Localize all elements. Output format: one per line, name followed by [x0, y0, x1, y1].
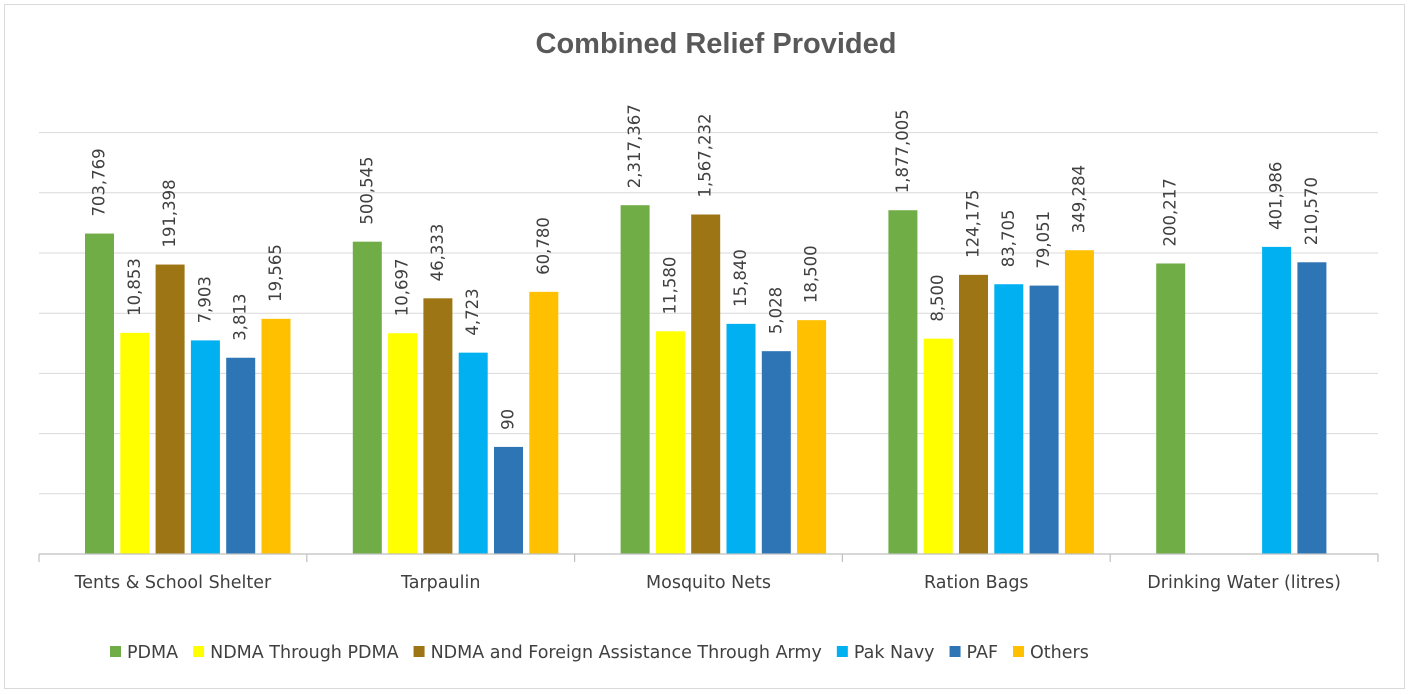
data-label: 90 [499, 409, 518, 430]
data-label: 4,723 [463, 288, 482, 335]
data-label: 1,877,005 [893, 109, 912, 193]
data-label: 11,580 [660, 257, 679, 315]
bar [458, 352, 488, 554]
bar [423, 298, 453, 554]
data-label: 15,840 [731, 249, 750, 307]
bar [190, 340, 220, 554]
data-label: 46,333 [428, 224, 447, 282]
legend-swatch [836, 646, 848, 657]
data-label: 10,697 [393, 258, 412, 316]
data-label: 2,317,367 [625, 104, 644, 188]
data-label: 200,217 [1161, 178, 1180, 246]
chart-frame: 703,769 10,853 191,398 7,903 3,813 19,565 500,… [4, 4, 1405, 689]
chart-svg: 703,769 10,853 191,398 7,903 3,813 19,565 500,… [38, 28, 1379, 663]
bar [388, 333, 418, 554]
bar [726, 323, 756, 554]
bar [959, 274, 988, 554]
bar [529, 291, 559, 554]
data-label: 3,813 [231, 293, 250, 340]
data-label: 8,500 [928, 274, 947, 321]
data-label: 83,705 [999, 209, 1018, 267]
legend-swatch [110, 646, 121, 657]
data-label: 19,565 [266, 244, 285, 302]
category-label: Drinking Water (litres) [1147, 573, 1341, 593]
data-label: 79,051 [1034, 211, 1053, 269]
legend-swatch [949, 646, 961, 657]
legend-swatch [413, 646, 425, 657]
data-label: 60,780 [534, 217, 553, 275]
bar [691, 214, 721, 554]
bar [797, 320, 827, 554]
category-label: Tents & School Shelter [74, 573, 272, 593]
legend-label: Others [1030, 643, 1089, 663]
legend-label: PDMA [127, 643, 178, 663]
bars [85, 205, 1327, 555]
bar [261, 318, 291, 554]
category-label: Mosquito Nets [646, 573, 771, 593]
bar [1262, 246, 1292, 555]
bar [494, 446, 523, 554]
bar [923, 338, 953, 554]
data-label: 10,853 [125, 258, 144, 316]
data-label: 1,567,232 [696, 114, 715, 198]
bar [155, 264, 185, 554]
x-axis: Tents & School Shelter Tarpaulin Mosquito … [38, 553, 1379, 593]
bar [120, 332, 150, 554]
chart-title: Combined Relief Provided [536, 28, 897, 60]
bar [888, 210, 918, 554]
data-label: 349,284 [1069, 165, 1088, 233]
bar [352, 241, 382, 554]
legend-label: PAF [967, 643, 998, 663]
bar [655, 331, 685, 554]
data-label: 210,570 [1302, 177, 1321, 245]
bar [1297, 262, 1327, 554]
bar [1029, 285, 1059, 554]
bar [620, 205, 650, 554]
bar [85, 233, 114, 554]
legend-label: NDMA and Foreign Assistance Through Army [431, 643, 822, 663]
legend: PDMA NDMA Through PDMA NDMA and Foreign As… [110, 643, 1089, 663]
data-labels: 703,769 10,853 191,398 7,903 3,813 19,565 500,… [90, 104, 1321, 430]
data-label: 124,175 [964, 190, 983, 258]
legend-swatch [193, 646, 205, 657]
bar [226, 357, 256, 554]
legend-label: Pak Navy [854, 643, 935, 663]
data-label: 401,986 [1267, 162, 1286, 230]
data-label: 5,028 [766, 287, 785, 334]
category-label: Tarpaulin [400, 573, 480, 593]
legend-swatch [1013, 646, 1025, 657]
bar [1156, 263, 1186, 554]
data-label: 191,398 [160, 179, 179, 247]
data-label: 500,545 [357, 156, 376, 224]
bar [761, 351, 791, 554]
data-label: 703,769 [90, 148, 109, 216]
category-label: Ration Bags [924, 573, 1029, 593]
bar [1064, 250, 1094, 554]
legend-label: NDMA Through PDMA [210, 643, 398, 663]
data-label: 7,903 [195, 276, 214, 323]
data-label: 18,500 [802, 245, 821, 303]
bar [994, 284, 1024, 554]
